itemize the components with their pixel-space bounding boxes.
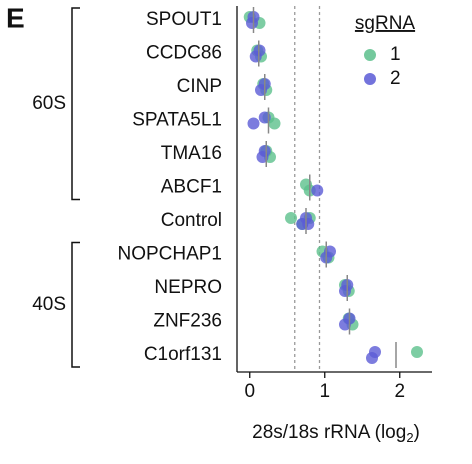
x-axis-label: 28s/18s rRNA (log2) <box>252 422 420 445</box>
x-label-subscript: 2 <box>406 430 413 445</box>
group-label: 60S <box>32 93 66 114</box>
group-bracket <box>71 241 80 368</box>
category-label: SPATA5L1 <box>132 110 222 131</box>
group-label: 40S <box>32 294 66 315</box>
x-label-suffix: ) <box>414 422 420 443</box>
panel-label: E <box>6 2 25 33</box>
data-point <box>247 117 260 130</box>
category-label: CINP <box>177 76 222 97</box>
data-point <box>411 346 423 358</box>
data-point <box>302 218 315 230</box>
category-label: ZNF236 <box>153 311 222 332</box>
x-label-text: 28s/18s rRNA (log <box>252 422 406 443</box>
data-point <box>268 117 281 130</box>
category-label: CCDC86 <box>146 43 222 64</box>
category-label: NEPRO <box>154 277 222 298</box>
x-tick-label: 2 <box>394 381 405 402</box>
x-tick-label: 0 <box>244 381 255 402</box>
group-bracket <box>71 7 80 201</box>
data-point <box>369 346 381 358</box>
data-point <box>311 184 324 197</box>
legend-title: sgRNA <box>355 13 416 34</box>
x-tick-label: 1 <box>319 381 330 402</box>
data-point <box>258 145 271 157</box>
data-point <box>285 212 297 224</box>
legend-marker <box>364 49 376 61</box>
category-label: ABCF1 <box>161 177 222 198</box>
legend-label: 2 <box>390 68 401 89</box>
legend-label: 1 <box>390 44 401 65</box>
category-label: C1orf131 <box>144 344 222 365</box>
category-label: Control <box>161 210 222 231</box>
legend-marker <box>364 73 376 85</box>
category-label: TMA16 <box>161 143 222 164</box>
category-label: SPOUT1 <box>146 9 222 30</box>
category-label: NOPCHAP1 <box>117 244 222 265</box>
